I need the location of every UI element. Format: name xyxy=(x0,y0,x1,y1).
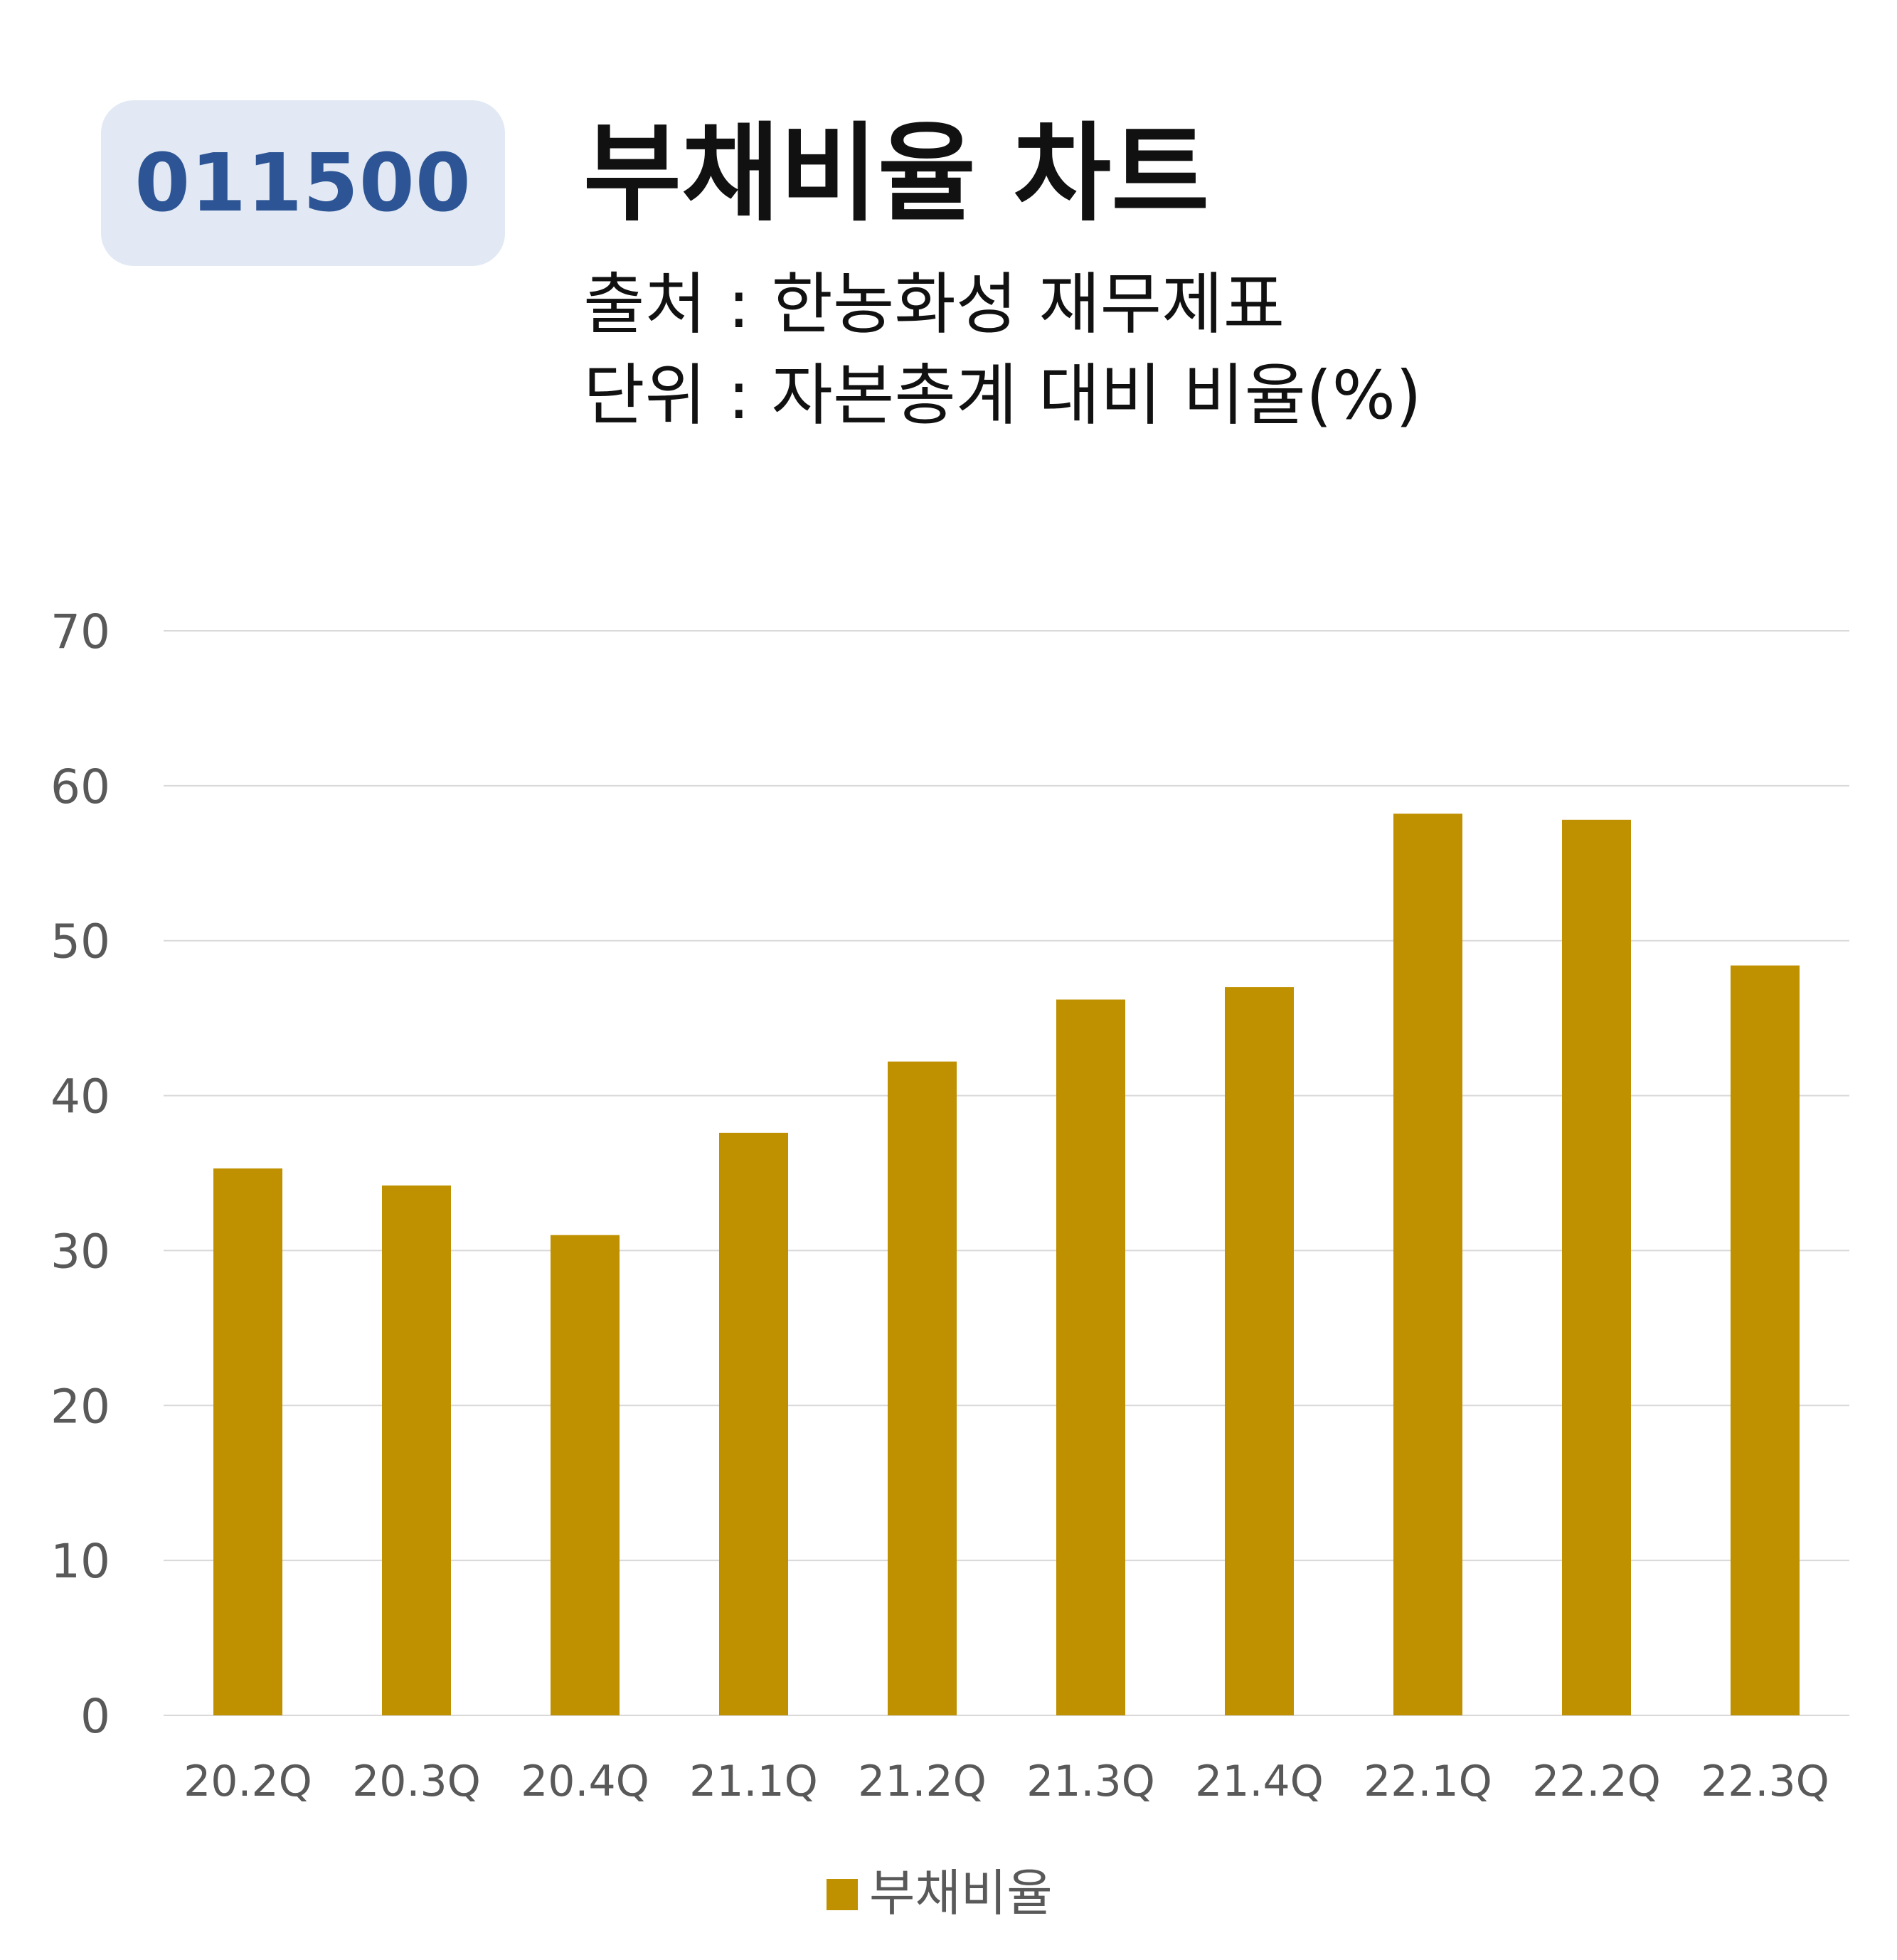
x-tick-label: 21.3Q xyxy=(1026,1757,1155,1806)
y-tick-label: 0 xyxy=(80,1689,110,1744)
y-tick-label: 50 xyxy=(51,915,110,969)
unit-line: 단위 : 자본총계 대비 비율(%) xyxy=(583,357,1422,435)
y-tick-label: 70 xyxy=(51,604,110,659)
legend-swatch xyxy=(827,1879,858,1910)
bar-20.4Q xyxy=(551,1235,620,1715)
x-tick-label: 21.4Q xyxy=(1195,1757,1324,1806)
x-tick-label: 22.1Q xyxy=(1364,1757,1492,1806)
bar-21.1Q xyxy=(719,1132,788,1715)
y-tick-label: 10 xyxy=(51,1534,110,1589)
y-tick-label: 40 xyxy=(51,1070,110,1124)
legend: 부채비율 xyxy=(827,1864,1053,1922)
x-tick-label: 20.3Q xyxy=(352,1757,481,1806)
y-axis-ticks: 0 10 20 30 40 50 60 70 xyxy=(51,604,110,1744)
bar-21.2Q xyxy=(888,1061,957,1715)
chart-title: 부채비율 차트 xyxy=(583,112,1210,236)
bar-20.3Q xyxy=(382,1185,451,1715)
legend-label: 부채비율 xyxy=(869,1864,1053,1922)
x-tick-label: 20.4Q xyxy=(521,1757,649,1806)
x-axis-labels: 20.2Q 20.3Q 20.4Q 21.1Q 21.2Q 21.3Q 21.4Q 22.1Q… xyxy=(184,1757,1829,1806)
stock-code: 011500 xyxy=(134,137,472,230)
y-tick-label: 20 xyxy=(51,1379,110,1434)
bars xyxy=(213,814,1800,1715)
x-tick-label: 21.2Q xyxy=(858,1757,987,1806)
stock-code-badge: 011500 xyxy=(101,100,505,266)
x-tick-label: 20.2Q xyxy=(184,1757,312,1806)
y-tick-label: 30 xyxy=(51,1224,110,1279)
bar-20.2Q xyxy=(213,1168,282,1715)
bar-21.3Q xyxy=(1056,999,1125,1715)
bar-22.1Q xyxy=(1393,814,1462,1715)
y-tick-label: 60 xyxy=(51,760,110,814)
bar-22.2Q xyxy=(1562,819,1631,1715)
x-tick-label: 22.3Q xyxy=(1701,1757,1829,1806)
x-tick-label: 22.2Q xyxy=(1532,1757,1661,1806)
source-line: 출처 : 한농화성 재무제표 xyxy=(583,266,1285,343)
bar-22.3Q xyxy=(1731,965,1800,1715)
bar-21.4Q xyxy=(1225,987,1294,1715)
x-tick-label: 21.1Q xyxy=(689,1757,818,1806)
